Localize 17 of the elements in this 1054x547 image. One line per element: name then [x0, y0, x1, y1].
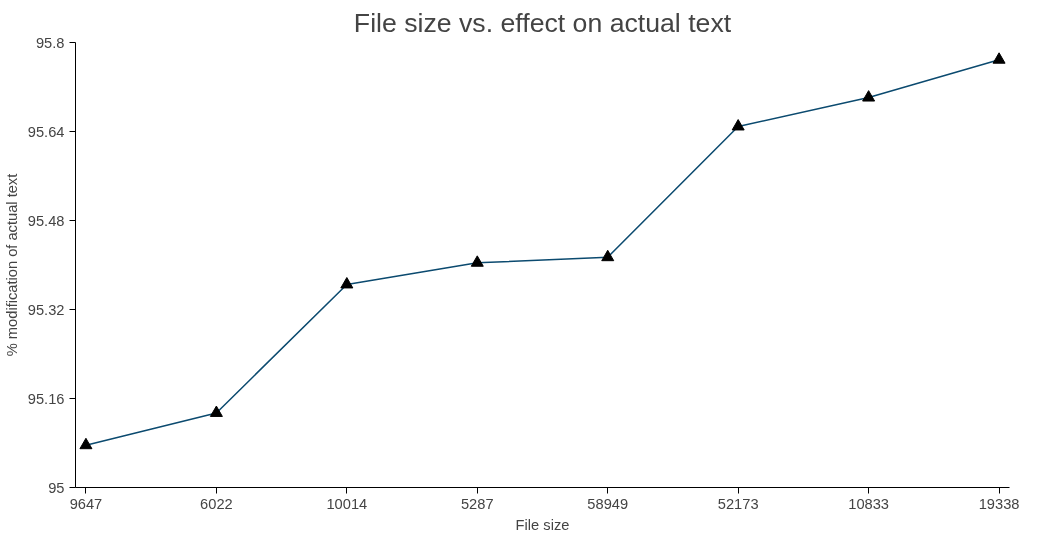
y-axis-title: % modification of actual text [3, 173, 20, 357]
y-tick-label: 95.32 [27, 301, 65, 318]
x-axis-title: File size [515, 516, 570, 533]
y-tick-label: 95.48 [27, 212, 65, 229]
x-tick-label: 52173 [717, 495, 759, 512]
x-tick-label: 58949 [587, 495, 629, 512]
x-tick-label: 5287 [460, 495, 494, 512]
y-tick-label: 95 [48, 479, 65, 496]
x-tick-label: 10014 [326, 495, 368, 512]
chart-title: File size vs. effect on actual text [353, 7, 732, 38]
y-tick-label: 95.64 [27, 123, 65, 140]
x-tick-label: 19338 [978, 495, 1020, 512]
y-tick-label: 95.8 [35, 34, 65, 51]
x-tick-label: 10833 [848, 495, 890, 512]
y-tick-label: 95.16 [27, 390, 65, 407]
x-tick-label: 9647 [69, 495, 103, 512]
x-tick-label: 6022 [200, 495, 233, 512]
